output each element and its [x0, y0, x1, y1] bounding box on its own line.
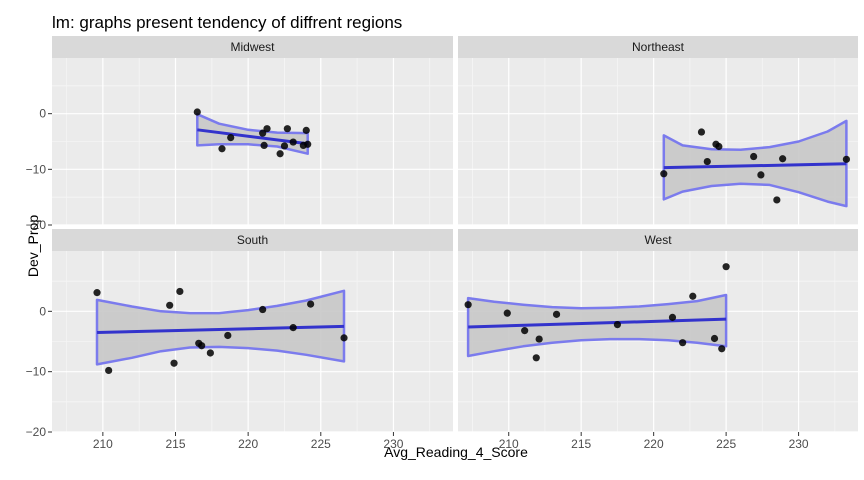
data-point	[259, 305, 267, 314]
confidence-band	[95, 289, 346, 366]
data-point	[166, 301, 174, 309]
facet-label-northeast: Northeast	[632, 40, 685, 54]
chart-title: lm: graphs present tendency of diffrent …	[52, 13, 402, 32]
y-tick-label: −10	[26, 365, 47, 379]
data-point	[263, 125, 271, 133]
y-tick-label: −20	[26, 425, 47, 439]
facet-label-west: West	[644, 233, 672, 247]
x-axis-ticks: 210 215 220 225 230 210 215 220 225 230	[93, 432, 809, 451]
data-point	[613, 321, 622, 329]
regression-line	[97, 324, 345, 334]
data-point	[302, 126, 310, 134]
x-tick-label: 210	[499, 437, 519, 451]
confidence-band	[196, 112, 309, 155]
panel-midwest: Midwest	[52, 36, 453, 225]
panel-plot-area	[52, 251, 453, 432]
panel-northeast: Northeast	[458, 36, 858, 225]
data-point	[722, 263, 730, 271]
data-point	[340, 334, 348, 342]
panel-west: West	[458, 229, 858, 432]
data-point	[503, 309, 511, 317]
data-point	[276, 150, 284, 158]
data-point	[464, 301, 472, 309]
y-tick-label: −20	[26, 218, 47, 232]
x-tick-label: 220	[238, 437, 258, 451]
data-point	[679, 339, 687, 347]
facet-strip	[52, 36, 453, 58]
x-tick-label: 225	[311, 437, 331, 451]
y-tick-label: 0	[39, 107, 46, 121]
data-point	[552, 310, 561, 318]
x-tick-label: 225	[716, 437, 736, 451]
x-tick-label: 230	[789, 437, 809, 451]
x-tick-label: 230	[383, 437, 403, 451]
facet-strip	[458, 229, 858, 251]
x-tick-label: 215	[165, 437, 185, 451]
data-point	[779, 155, 787, 163]
data-point	[218, 145, 226, 153]
data-point	[715, 142, 723, 151]
data-point	[689, 292, 697, 300]
data-point	[660, 170, 668, 178]
data-point	[703, 157, 711, 166]
x-tick-label: 220	[644, 437, 664, 451]
x-tick-label: 215	[571, 437, 591, 451]
data-point	[668, 313, 677, 321]
data-point	[260, 141, 268, 149]
data-point	[773, 196, 781, 204]
y-tick-label: 0	[39, 304, 46, 318]
y-axis-title: Dev_Prop	[25, 215, 41, 277]
data-point	[535, 335, 543, 343]
facet-panels: Midwest Northeast South West	[52, 36, 858, 432]
data-point	[193, 108, 201, 116]
regression-line	[197, 128, 308, 146]
data-point	[757, 171, 765, 179]
data-point	[198, 342, 206, 350]
data-point	[307, 300, 315, 308]
panel-plot-area	[458, 58, 858, 225]
data-point	[750, 152, 758, 161]
data-point	[283, 125, 291, 133]
x-axis-title: Avg_Reading_4_Score	[384, 444, 528, 460]
panel-south: South	[52, 229, 453, 432]
confidence-band	[466, 293, 728, 358]
y-axis-ticks: −20 −10 0 −20 −10 0	[26, 107, 52, 439]
regression-line	[468, 317, 727, 329]
data-point	[532, 354, 540, 362]
data-point	[289, 324, 297, 332]
data-point	[93, 289, 101, 297]
regression-line	[663, 162, 847, 170]
data-point	[280, 142, 289, 150]
data-point	[697, 128, 706, 136]
panel-plot-area	[52, 58, 453, 225]
data-point	[224, 331, 232, 340]
data-point	[521, 327, 529, 335]
data-point	[718, 345, 726, 353]
facet-label-south: South	[237, 233, 268, 247]
facet-strip	[52, 229, 453, 251]
confidence-band	[662, 119, 848, 208]
data-point	[227, 134, 235, 142]
data-point	[105, 366, 113, 375]
data-point	[206, 349, 214, 357]
data-point	[842, 155, 851, 163]
facet-strip	[458, 36, 858, 58]
data-point	[259, 129, 267, 137]
facet-label-midwest: Midwest	[230, 40, 275, 54]
data-point	[304, 140, 312, 148]
panel-plot-area	[458, 251, 858, 432]
data-point	[710, 334, 719, 343]
x-tick-label: 210	[93, 437, 113, 451]
data-point	[176, 287, 184, 296]
y-tick-label: −10	[26, 162, 47, 176]
data-point	[289, 138, 297, 146]
data-point	[170, 359, 178, 367]
